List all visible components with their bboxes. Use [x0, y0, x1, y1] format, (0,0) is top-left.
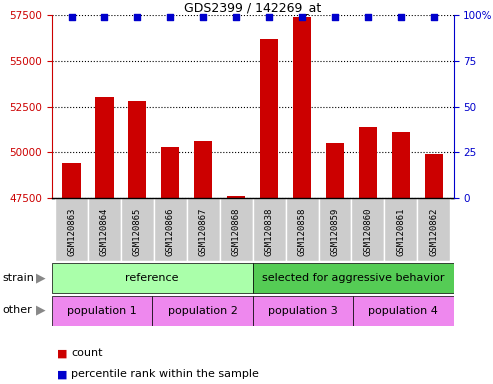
Text: GSM120867: GSM120867 [199, 207, 208, 256]
Text: population 4: population 4 [368, 306, 438, 316]
Bar [352, 198, 385, 261]
Bar [425, 154, 443, 198]
Bar [318, 198, 352, 261]
Bar [260, 39, 278, 198]
Text: population 3: population 3 [268, 306, 338, 316]
Bar [220, 198, 253, 261]
Text: GSM120862: GSM120862 [429, 207, 438, 256]
Bar [154, 198, 187, 261]
Bar [121, 198, 154, 261]
Bar [96, 98, 113, 198]
Point [199, 14, 207, 20]
Point [101, 14, 108, 20]
Text: GSM120866: GSM120866 [166, 207, 175, 256]
Text: reference: reference [125, 273, 179, 283]
Text: GSM120858: GSM120858 [298, 207, 307, 256]
Bar [253, 263, 454, 293]
Point [134, 14, 141, 20]
Text: ▶: ▶ [36, 304, 46, 317]
Bar [63, 163, 80, 198]
Bar [187, 198, 220, 261]
Bar [88, 198, 121, 261]
Bar [227, 196, 245, 198]
Text: other: other [2, 305, 32, 315]
Bar [253, 296, 353, 326]
Bar [392, 132, 410, 198]
Text: percentile rank within the sample: percentile rank within the sample [71, 369, 259, 379]
Bar [161, 147, 179, 198]
Point [364, 14, 372, 20]
Bar [385, 198, 418, 261]
Text: ▶: ▶ [36, 271, 46, 284]
Text: count: count [71, 348, 103, 358]
Text: GSM120863: GSM120863 [67, 207, 76, 256]
Bar [326, 143, 344, 198]
Bar [194, 141, 212, 198]
Bar [293, 17, 311, 198]
Title: GDS2399 / 142269_at: GDS2399 / 142269_at [184, 1, 321, 14]
Bar [52, 263, 253, 293]
Bar [152, 296, 253, 326]
Bar [253, 198, 285, 261]
Text: population 2: population 2 [168, 306, 237, 316]
Bar [353, 296, 454, 326]
Point [265, 14, 273, 20]
Point [331, 14, 339, 20]
Point [430, 14, 438, 20]
Text: ■: ■ [57, 369, 67, 379]
Bar [359, 127, 377, 198]
Bar [418, 198, 450, 261]
Bar [52, 296, 152, 326]
Point [166, 14, 174, 20]
Text: GSM120860: GSM120860 [363, 207, 372, 256]
Point [68, 14, 75, 20]
Text: strain: strain [2, 273, 35, 283]
Point [298, 14, 306, 20]
Text: GSM120864: GSM120864 [100, 207, 109, 256]
Text: GSM120859: GSM120859 [330, 207, 340, 256]
Text: GSM120838: GSM120838 [265, 207, 274, 256]
Text: GSM120868: GSM120868 [232, 207, 241, 256]
Bar [128, 101, 146, 198]
Text: GSM120865: GSM120865 [133, 207, 142, 256]
Text: population 1: population 1 [67, 306, 137, 316]
Point [232, 14, 240, 20]
Text: ■: ■ [57, 348, 67, 358]
Bar [55, 198, 88, 261]
Point [397, 14, 405, 20]
Text: selected for aggressive behavior: selected for aggressive behavior [262, 273, 444, 283]
Bar [285, 198, 318, 261]
Text: GSM120861: GSM120861 [396, 207, 405, 256]
